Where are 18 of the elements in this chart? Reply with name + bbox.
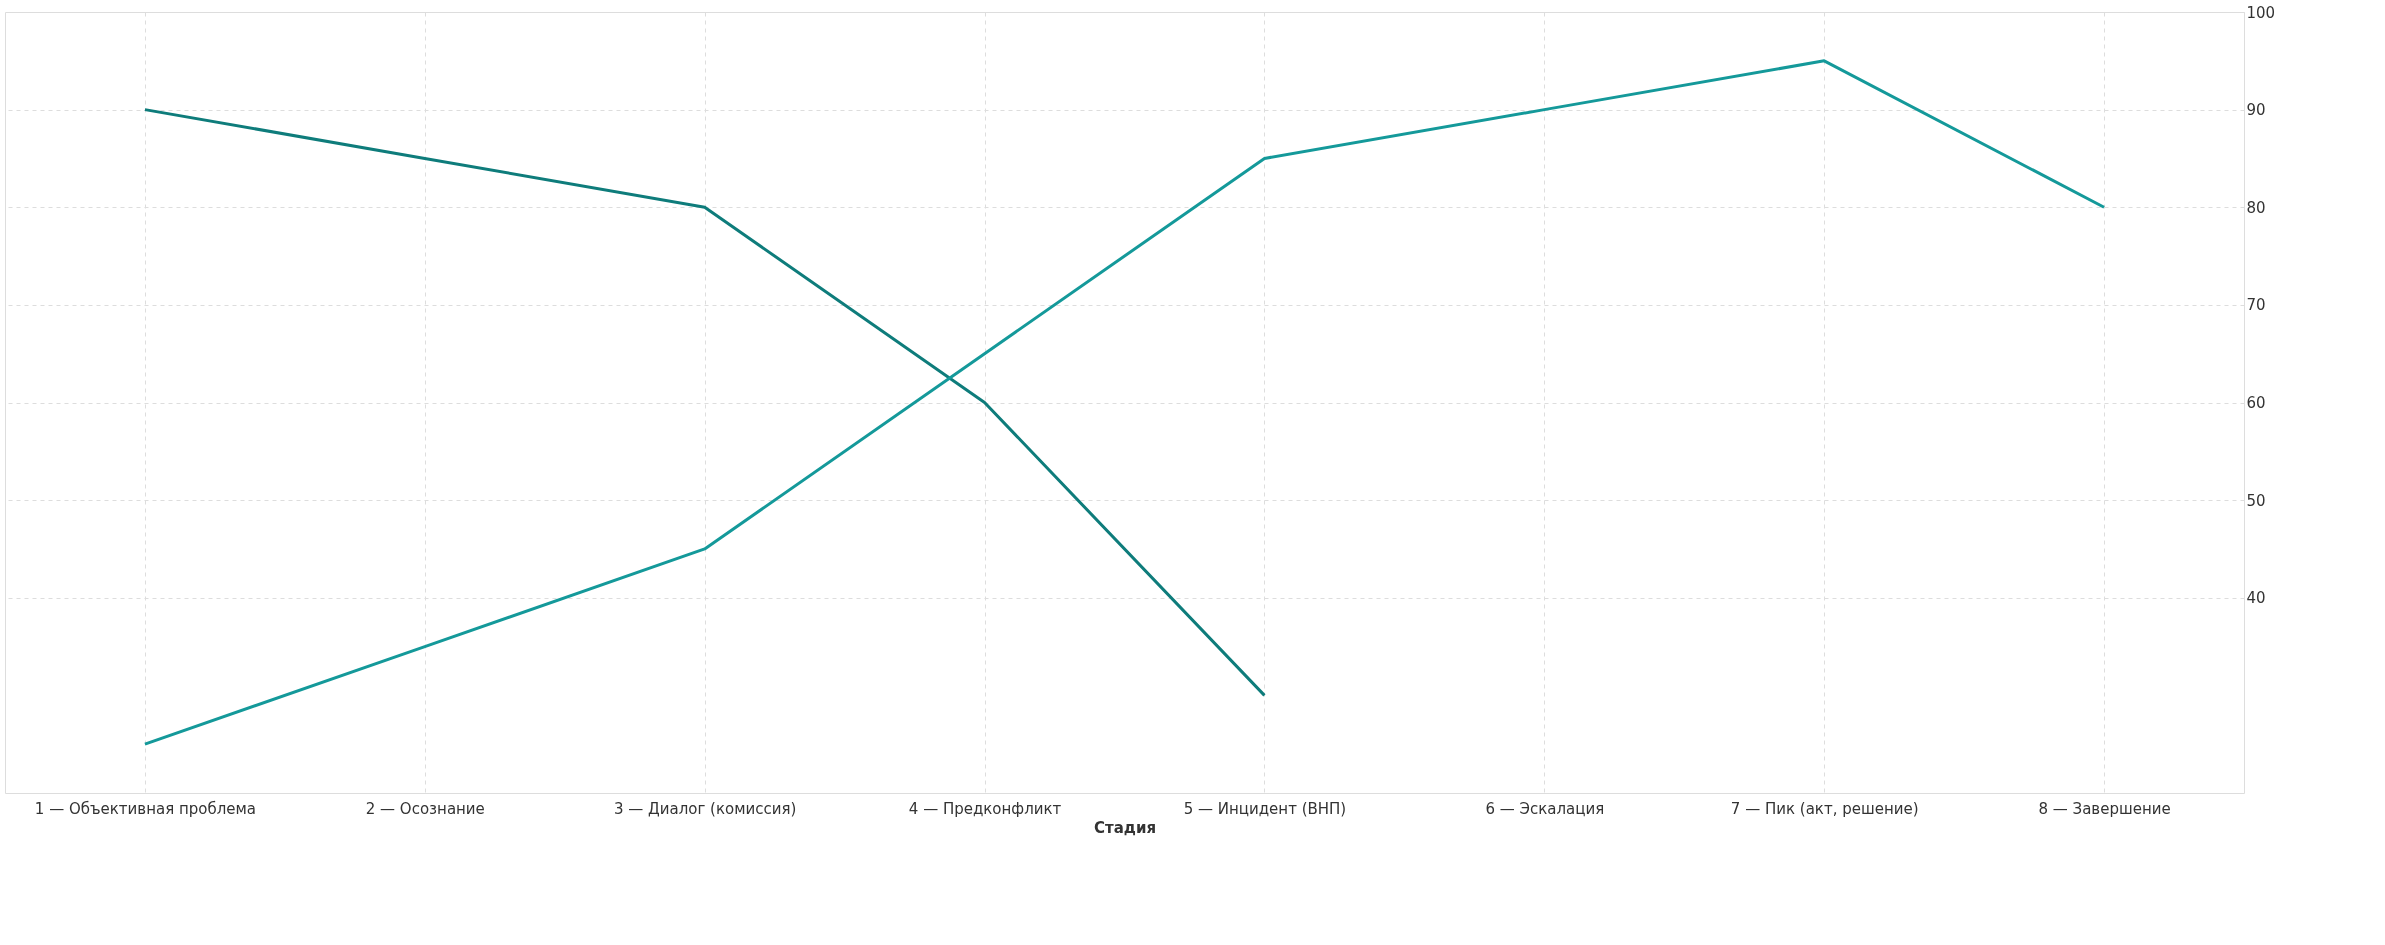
line-series [143,59,2106,746]
y-tick-label: 40 [2246,589,2266,608]
line-series [143,108,1266,697]
y-tick-label: 100 [2246,3,2276,22]
y-tick-label: 80 [2246,198,2266,217]
x-axis-title: Стадия [1093,818,1157,837]
y-tick-label: 50 [2246,491,2266,510]
y-tick-label: 70 [2246,296,2266,315]
y-tick-label: 60 [2246,394,2266,412]
x-tick-label: 1 — Объективная проблема [34,799,257,818]
x-tick-label: 8 — Завершение [2038,799,2171,818]
y-tick-label: 90 [2246,101,2266,120]
x-tick-label: 3 — Диалог (комиссия) [613,799,797,818]
x-tick-label: 4 — Предконфликт [908,799,1062,818]
x-tick-label: 7 — Пик (акт, решение) [1730,799,1919,818]
x-tick-label: 2 — Осознание [365,799,485,818]
x-tick-label: 6 — Эскалация [1485,799,1605,818]
x-tick-label: 5 — Инцидент (ВНП) [1183,799,1347,818]
